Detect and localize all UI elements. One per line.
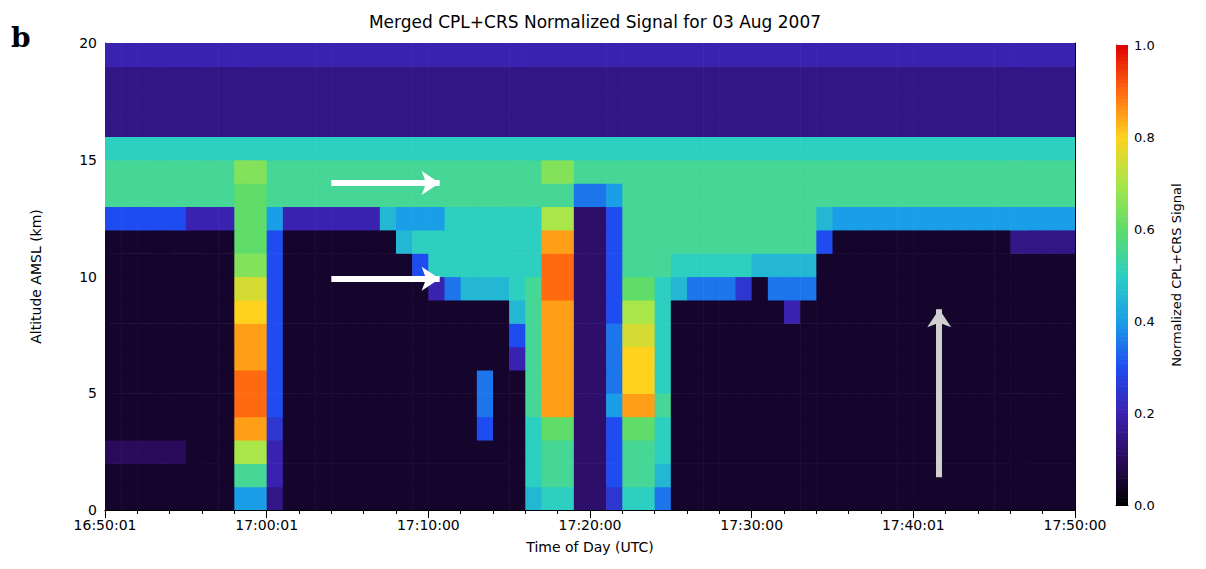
- svg-text:0.4: 0.4: [1134, 314, 1155, 329]
- svg-text:b: b: [11, 21, 31, 54]
- svg-text:16:50:01: 16:50:01: [74, 517, 137, 533]
- svg-text:17:20:00: 17:20:00: [559, 517, 622, 533]
- svg-text:15: 15: [79, 152, 97, 168]
- svg-text:Time of Day (UTC): Time of Day (UTC): [525, 539, 653, 555]
- svg-text:Normalized CPL+CRS Signal: Normalized CPL+CRS Signal: [1169, 183, 1184, 366]
- svg-text:0.0: 0.0: [1134, 498, 1155, 513]
- svg-text:0.6: 0.6: [1134, 222, 1155, 237]
- svg-text:Altitude AMSL (km): Altitude AMSL (km): [28, 209, 44, 344]
- svg-text:17:30:00: 17:30:00: [720, 517, 783, 533]
- svg-text:1.0: 1.0: [1134, 38, 1155, 53]
- svg-text:Merged CPL+CRS Normalized Sign: Merged CPL+CRS Normalized Signal for 03 …: [369, 12, 821, 32]
- svg-text:17:10:00: 17:10:00: [397, 517, 460, 533]
- svg-text:5: 5: [88, 385, 97, 401]
- svg-text:0: 0: [88, 502, 97, 518]
- svg-text:10: 10: [79, 269, 97, 285]
- svg-text:17:40:01: 17:40:01: [882, 517, 945, 533]
- svg-text:17:00:01: 17:00:01: [235, 517, 298, 533]
- svg-text:17:50:00: 17:50:00: [1044, 517, 1107, 533]
- svg-text:0.8: 0.8: [1134, 130, 1155, 145]
- svg-text:0.2: 0.2: [1134, 406, 1155, 421]
- svg-text:20: 20: [79, 35, 97, 51]
